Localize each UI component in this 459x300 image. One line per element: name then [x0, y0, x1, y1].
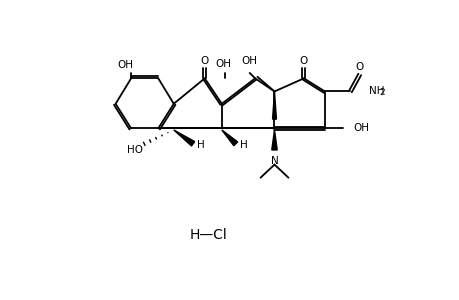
Polygon shape	[272, 92, 276, 119]
Text: OH: OH	[215, 59, 231, 69]
Text: O: O	[200, 56, 208, 66]
Text: OH: OH	[118, 60, 134, 70]
Text: 2: 2	[378, 88, 384, 98]
Text: N: N	[270, 156, 278, 166]
Text: NH: NH	[368, 86, 384, 96]
Polygon shape	[174, 130, 194, 146]
Text: O: O	[355, 62, 363, 72]
Text: H: H	[239, 140, 247, 150]
Text: HO: HO	[127, 145, 143, 155]
Polygon shape	[221, 130, 237, 146]
Text: OH: OH	[241, 56, 257, 66]
Text: OH: OH	[353, 123, 369, 134]
Text: H: H	[196, 140, 204, 150]
Polygon shape	[271, 130, 277, 150]
Text: O: O	[299, 56, 308, 66]
Text: H—Cl: H—Cl	[190, 228, 227, 242]
